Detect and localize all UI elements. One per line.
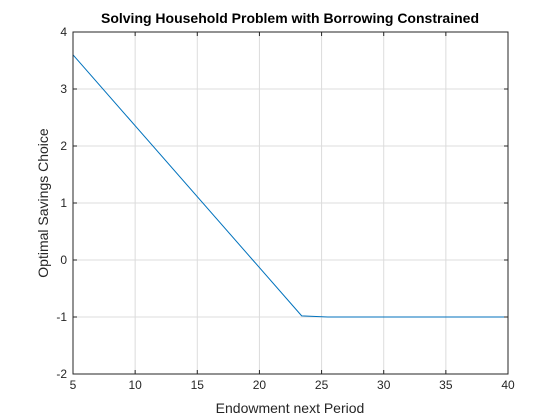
y-tick-label: 3 xyxy=(60,82,67,96)
y-tick-label: 0 xyxy=(60,253,67,267)
y-tick-label: -2 xyxy=(56,367,67,381)
y-tick-label: 1 xyxy=(60,196,67,210)
x-tick-label: 40 xyxy=(501,378,515,392)
series-layer xyxy=(72,54,508,318)
y-tick-label: -1 xyxy=(56,310,67,324)
x-tick-label: 35 xyxy=(439,378,453,392)
chart-title: Solving Household Problem with Borrowing… xyxy=(101,10,479,26)
tick-marks xyxy=(72,31,509,375)
x-tick-label: 10 xyxy=(128,378,142,392)
y-tick-label: 4 xyxy=(60,25,67,39)
series-line xyxy=(72,54,508,318)
x-tick-label: 15 xyxy=(191,378,205,392)
x-tick-label: 20 xyxy=(253,378,267,392)
y-tick-labels: -2 -1 0 1 2 3 4 xyxy=(56,25,67,381)
y-axis-title: Optimal Savings Choice xyxy=(35,128,51,278)
x-axis-title: Endowment next Period xyxy=(216,400,365,416)
x-tick-labels: 5 10 15 20 25 30 35 40 xyxy=(70,378,515,392)
x-tick-label: 30 xyxy=(377,378,391,392)
x-tick-label: 5 xyxy=(70,378,77,392)
x-tick-label: 25 xyxy=(315,378,329,392)
y-tick-label: 2 xyxy=(60,139,67,153)
